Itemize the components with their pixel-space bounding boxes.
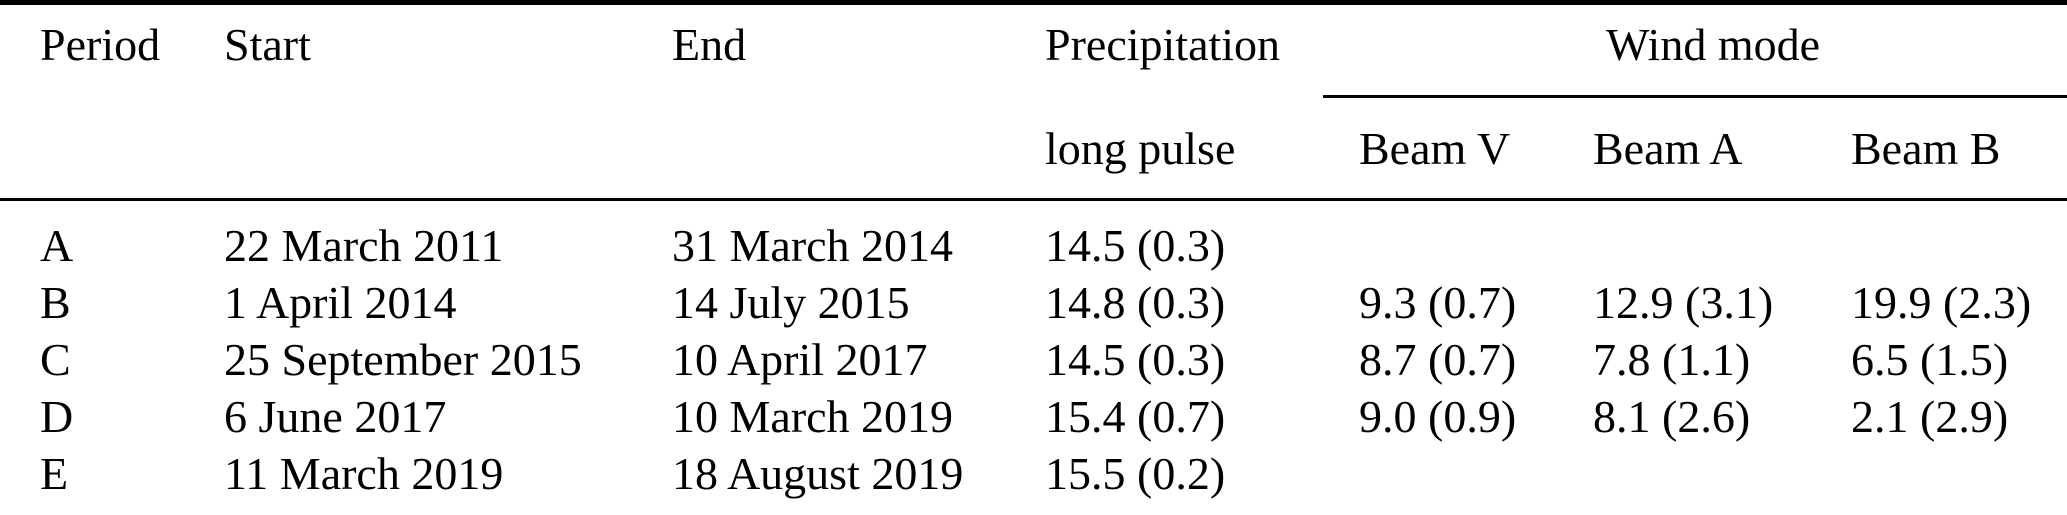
cell-beam-v <box>1359 200 1593 275</box>
cell-start-date: 6 June 2017 <box>224 391 447 442</box>
cell-beam-b: 19.9 (2.3) <box>1851 277 2032 328</box>
cell-beam-v: 9.3 (0.7) <box>1359 277 1517 328</box>
col-subheader-beam-a: Beam A <box>1593 98 1851 201</box>
cell-precip-long-pulse: 15.5 (0.2) <box>1045 448 1226 499</box>
cell-beam-v: 9.0 (0.9) <box>1359 391 1517 442</box>
col-header-wind-mode: Wind mode <box>1322 3 2067 99</box>
cell-period: A <box>40 220 74 271</box>
cell-period: B <box>40 277 71 328</box>
table-row-period-c: C 25 September 2015 10 April 2017 14.5 (… <box>0 331 2067 388</box>
cell-end-date: 31 March 2014 <box>672 220 954 271</box>
cell-beam-a: 8.1 (2.6) <box>1593 391 1751 442</box>
spacer-cell <box>224 98 672 201</box>
cell-beam-b <box>1851 200 2067 275</box>
col-header-period: Period <box>40 19 161 70</box>
cell-end-date: 14 July 2015 <box>672 277 910 328</box>
col-subheader-beam-v: Beam V <box>1359 98 1593 201</box>
cell-beam-a: 12.9 (3.1) <box>1593 277 1774 328</box>
cell-precip-long-pulse: 14.5 (0.3) <box>1045 220 1226 271</box>
spacer-cell <box>0 98 224 201</box>
cell-precip-long-pulse: 14.5 (0.3) <box>1045 334 1226 385</box>
cell-beam-b: 2.1 (2.9) <box>1851 391 2009 442</box>
spacer-cell <box>672 98 1045 201</box>
cell-period: C <box>40 334 71 385</box>
col-subheader-beam-b: Beam B <box>1851 98 2067 201</box>
cell-period: E <box>40 448 69 499</box>
col-header-precipitation: Precipitation <box>1045 19 1281 70</box>
cell-beam-v: 8.7 (0.7) <box>1359 334 1517 385</box>
cell-beam-a <box>1593 445 1851 515</box>
cell-start-date: 25 September 2015 <box>224 334 582 385</box>
cell-beam-a: 7.8 (1.1) <box>1593 334 1751 385</box>
cell-end-date: 10 April 2017 <box>672 334 928 385</box>
cell-start-date: 11 March 2019 <box>224 448 504 499</box>
cell-start-date: 1 April 2014 <box>224 277 457 328</box>
cell-start-date: 22 March 2011 <box>224 220 504 271</box>
cell-precip-long-pulse: 14.8 (0.3) <box>1045 277 1226 328</box>
table-row-period-d: D 6 June 2017 10 March 2019 15.4 (0.7) 9… <box>0 388 2067 445</box>
header-row-1: Period Start End Precipitation Wind mode <box>0 3 2067 99</box>
cell-period: D <box>40 391 74 442</box>
table-row-period-a: A 22 March 2011 31 March 2014 14.5 (0.3) <box>0 200 2067 275</box>
table-header: Period Start End Precipitation Wind mode… <box>0 3 2067 201</box>
cell-beam-v <box>1359 445 1593 515</box>
cell-precip-long-pulse: 15.4 (0.7) <box>1045 391 1226 442</box>
col-subheader-long-pulse: long pulse <box>1045 98 1359 201</box>
cell-beam-a <box>1593 200 1851 275</box>
table-body: A 22 March 2011 31 March 2014 14.5 (0.3)… <box>0 200 2067 515</box>
cell-end-date: 18 August 2019 <box>672 448 964 499</box>
header-row-2: long pulse Beam V Beam A Beam B <box>0 98 2067 201</box>
col-header-end: End <box>672 19 747 70</box>
cell-beam-b: 6.5 (1.5) <box>1851 334 2009 385</box>
table-row-period-b: B 1 April 2014 14 July 2015 14.8 (0.3) 9… <box>0 274 2067 331</box>
table-row-period-e: E 11 March 2019 18 August 2019 15.5 (0.2… <box>0 445 2067 515</box>
cell-beam-b <box>1851 445 2067 515</box>
col-header-start: Start <box>224 19 311 70</box>
cell-end-date: 10 March 2019 <box>672 391 954 442</box>
